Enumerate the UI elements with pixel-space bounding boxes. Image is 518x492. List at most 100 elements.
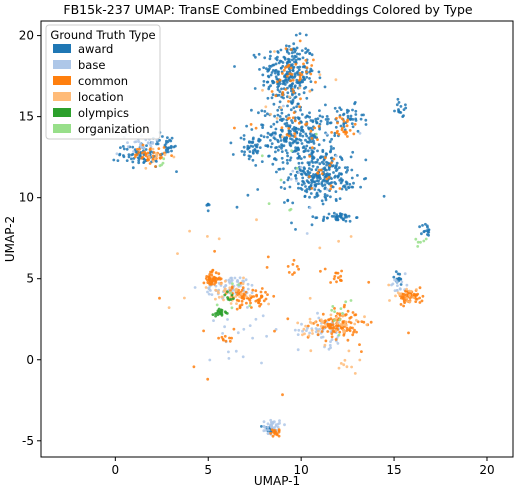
point-common bbox=[329, 281, 332, 284]
point-award bbox=[250, 128, 254, 131]
point-award bbox=[290, 101, 294, 105]
point-base bbox=[403, 272, 407, 276]
point-award bbox=[288, 124, 292, 128]
point-award bbox=[288, 129, 291, 133]
legend: Ground Truth Type award base common locatio… bbox=[45, 24, 161, 140]
point-common bbox=[210, 282, 214, 286]
point-olympics bbox=[220, 310, 224, 314]
point-location bbox=[307, 334, 311, 338]
point-award bbox=[305, 144, 309, 148]
point-base bbox=[274, 423, 278, 426]
point-award bbox=[288, 185, 292, 189]
point-award bbox=[344, 219, 348, 223]
point-award bbox=[282, 144, 286, 148]
point-award bbox=[144, 148, 148, 151]
point-location bbox=[408, 289, 411, 293]
point-award bbox=[270, 96, 274, 100]
point-common bbox=[202, 281, 206, 285]
point-common bbox=[327, 318, 331, 322]
point-base bbox=[238, 276, 242, 280]
point-award bbox=[272, 122, 276, 126]
point-award bbox=[319, 155, 323, 159]
point-award bbox=[164, 146, 168, 149]
point-award bbox=[293, 149, 297, 153]
point-award bbox=[335, 164, 338, 167]
point-award bbox=[420, 232, 423, 236]
point-award bbox=[287, 113, 291, 117]
point-location bbox=[323, 343, 327, 347]
point-common bbox=[351, 311, 355, 314]
point-common bbox=[332, 325, 336, 329]
point-common bbox=[330, 332, 334, 335]
point-location bbox=[341, 314, 345, 318]
point-base bbox=[235, 280, 239, 283]
point-award bbox=[308, 195, 311, 199]
point-base bbox=[236, 331, 240, 335]
point-base bbox=[150, 141, 154, 144]
point-location bbox=[388, 299, 391, 302]
point-award bbox=[297, 161, 301, 165]
point-common bbox=[309, 129, 313, 133]
point-common bbox=[348, 129, 352, 132]
point-organization bbox=[237, 283, 241, 287]
point-award bbox=[285, 158, 289, 162]
point-location bbox=[234, 288, 238, 291]
point-common bbox=[241, 286, 245, 290]
point-common bbox=[240, 299, 244, 303]
point-common bbox=[340, 279, 343, 282]
point-award bbox=[311, 133, 315, 137]
point-common bbox=[317, 124, 321, 128]
point-common bbox=[292, 90, 295, 94]
point-award bbox=[270, 142, 274, 146]
point-organization bbox=[344, 300, 348, 304]
point-base bbox=[139, 142, 143, 146]
point-olympics bbox=[214, 312, 217, 315]
point-base bbox=[308, 331, 311, 335]
point-award bbox=[245, 124, 249, 128]
point-base bbox=[142, 146, 146, 150]
point-award bbox=[359, 185, 362, 189]
point-common bbox=[208, 279, 212, 283]
point-award bbox=[291, 121, 294, 124]
point-base bbox=[300, 322, 303, 326]
point-award bbox=[297, 182, 300, 186]
point-award bbox=[418, 225, 421, 229]
point-award bbox=[281, 64, 285, 68]
point-award bbox=[131, 166, 135, 170]
point-award bbox=[292, 140, 295, 144]
point-award bbox=[300, 172, 303, 176]
point-award bbox=[294, 177, 298, 180]
point-common bbox=[338, 187, 342, 190]
point-common bbox=[330, 335, 334, 339]
point-award bbox=[266, 80, 270, 84]
point-award bbox=[263, 114, 267, 117]
point-common bbox=[289, 79, 293, 83]
point-common bbox=[337, 324, 340, 328]
point-base bbox=[229, 279, 233, 283]
point-base bbox=[226, 318, 229, 321]
point-location bbox=[310, 329, 314, 332]
point-award bbox=[323, 187, 327, 191]
point-base bbox=[289, 177, 293, 181]
point-award bbox=[278, 90, 282, 93]
point-organization bbox=[341, 312, 344, 315]
point-award bbox=[278, 145, 281, 149]
point-award bbox=[175, 170, 178, 174]
point-olympics bbox=[230, 293, 234, 297]
point-common bbox=[402, 295, 406, 298]
point-award bbox=[282, 79, 286, 83]
legend-box bbox=[45, 24, 161, 140]
point-common bbox=[228, 336, 231, 340]
point-award bbox=[286, 199, 290, 203]
point-olympics bbox=[223, 310, 227, 314]
point-award bbox=[303, 87, 306, 90]
point-location bbox=[296, 321, 300, 325]
point-award bbox=[326, 117, 330, 121]
point-award bbox=[363, 177, 366, 181]
x-tick-label: 15 bbox=[386, 463, 401, 477]
point-award bbox=[297, 93, 301, 96]
point-organization bbox=[419, 240, 422, 244]
point-common bbox=[334, 271, 338, 275]
point-award bbox=[288, 141, 292, 145]
